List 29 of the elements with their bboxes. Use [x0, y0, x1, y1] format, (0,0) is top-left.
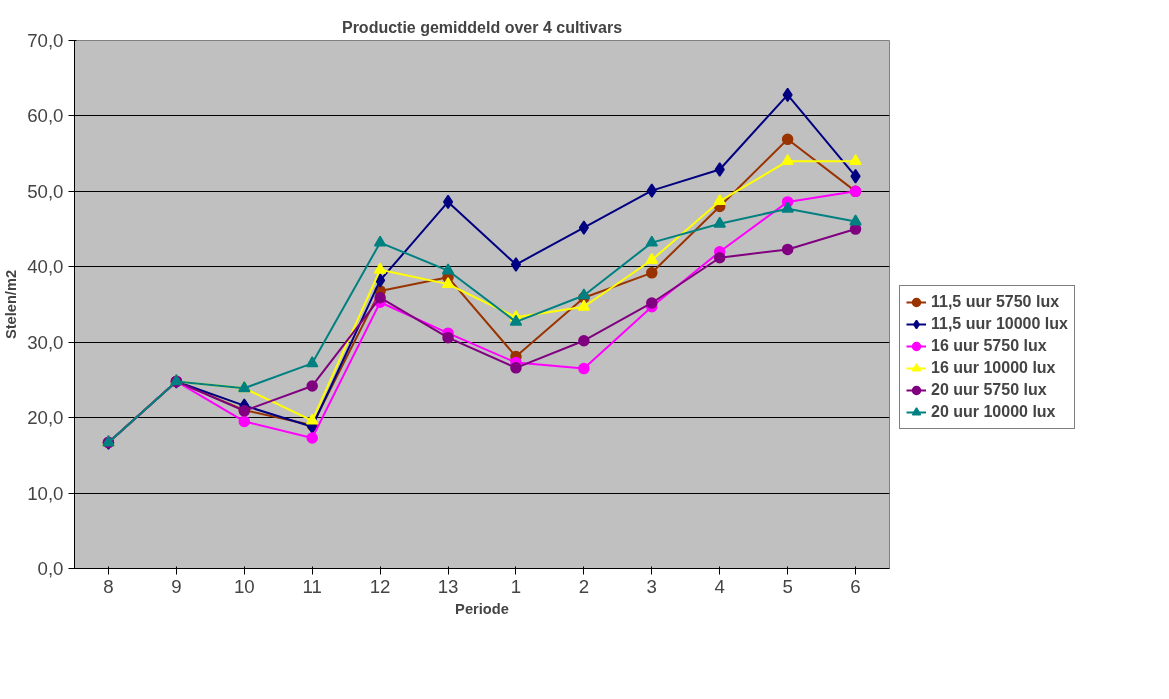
x-tick-label: 4	[714, 575, 725, 597]
x-tick-label: 11	[302, 575, 322, 597]
x-tick-label: 10	[233, 575, 255, 597]
legend-label: 20 uur 5750 lux	[931, 381, 1047, 399]
x-tick-label: 6	[850, 575, 861, 597]
chart-title: Productie gemiddeld over 4 cultivars	[341, 18, 623, 36]
legend-label: 20 uur 10000 lux	[931, 403, 1056, 421]
y-tick-label: 70,0	[27, 30, 64, 51]
y-tick-label: 60,0	[27, 105, 64, 127]
x-tick-label: 12	[369, 575, 391, 597]
x-tick-label: 1	[510, 575, 522, 597]
x-tick-label: 2	[578, 575, 590, 597]
x-tick-label: 5	[782, 575, 793, 597]
legend-label: 11,5 uur 10000 lux	[931, 315, 1068, 333]
y-tick-label: 0,0	[37, 558, 64, 579]
y-tick-label: 10,0	[27, 482, 64, 504]
y-axis-title: Stelen/m2	[3, 269, 20, 340]
legend-label: 16 uur 5750 lux	[931, 337, 1047, 355]
y-tick-label: 50,0	[27, 180, 64, 202]
y-tick-label: 40,0	[27, 256, 64, 278]
x-tick-label: 8	[103, 575, 114, 597]
y-tick-label: 30,0	[27, 331, 64, 353]
x-tick-label: 13	[437, 575, 459, 597]
x-axis-title: Periode	[455, 600, 509, 617]
legend-label: 16 uur 10000 lux	[931, 359, 1056, 377]
legend-label: 11,5 uur 5750 lux	[931, 293, 1060, 311]
x-tick-label: 3	[646, 575, 657, 597]
y-tick-label: 20,0	[27, 407, 64, 429]
x-tick-label: 9	[171, 575, 182, 597]
